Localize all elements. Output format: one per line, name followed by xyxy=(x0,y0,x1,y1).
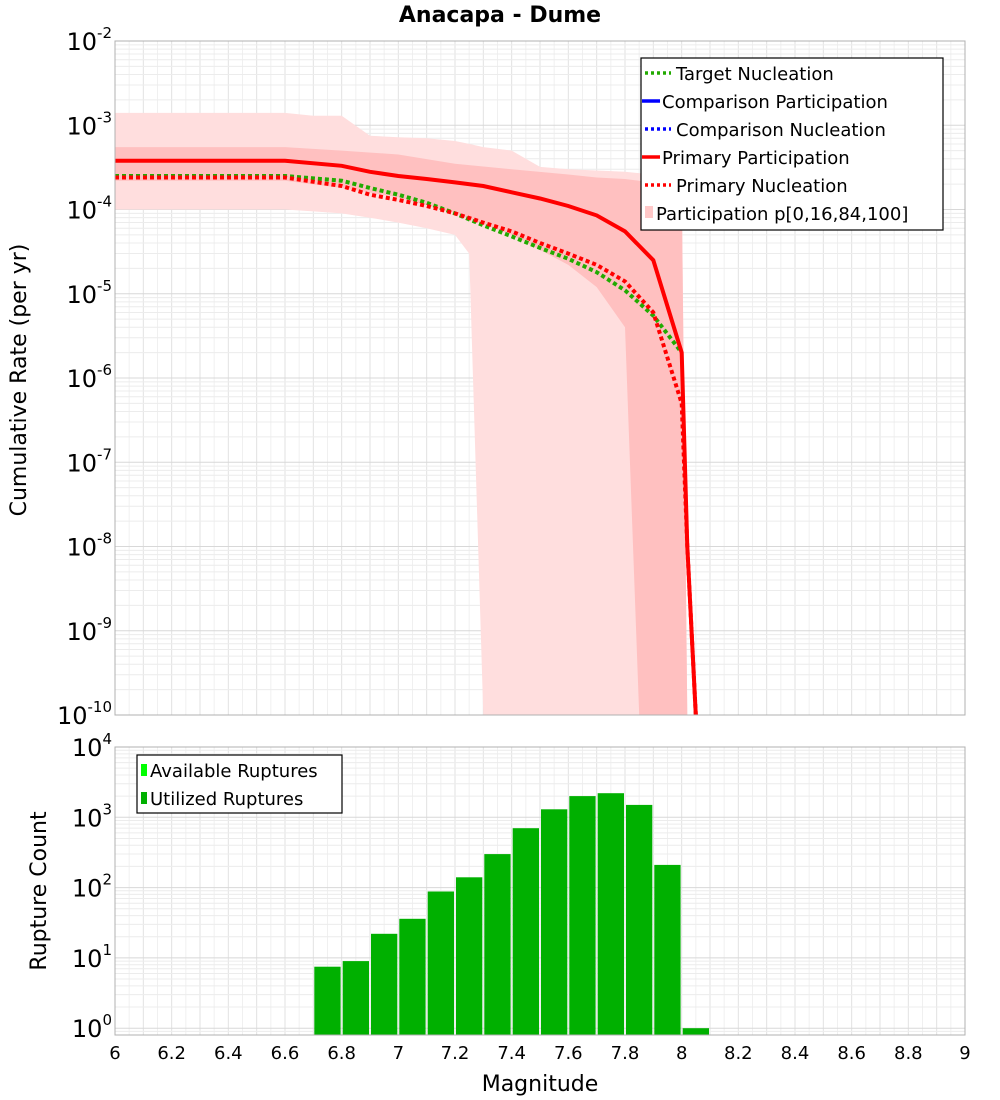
rupture-bar xyxy=(654,864,681,1035)
rate-y-tick-label: 10-3 xyxy=(66,108,112,140)
legend-label-comparison-participation: Comparison Participation xyxy=(662,92,888,113)
legend-label-utilized-ruptures: Utilized Ruptures xyxy=(150,789,303,810)
x-tick-label: 8.8 xyxy=(894,1043,923,1064)
rupture-bar xyxy=(512,828,539,1035)
x-tick-label: 8.6 xyxy=(837,1043,866,1064)
rate-y-tick-label: 10-9 xyxy=(66,614,112,646)
rate-y-tick-label: 10-10 xyxy=(57,698,112,730)
rupture-bar xyxy=(342,961,369,1035)
rupture-bar xyxy=(484,854,511,1035)
rupture-plot: 100 101 102 103 104 6 6.2 6.4 6.6 6.8 7 7.2 7.4 7.6 7… xyxy=(27,730,971,1097)
chart-title: Anacapa - Dume xyxy=(399,3,601,28)
rupture-legend-box xyxy=(136,754,343,814)
rupture-bar xyxy=(541,809,568,1035)
band-p0-p100 xyxy=(115,112,688,715)
rupture-y-tick-label: 102 xyxy=(72,871,112,903)
legend-label-available-ruptures: Available Ruptures xyxy=(150,761,318,782)
rupture-bar xyxy=(597,793,624,1035)
series-primary-nucleation xyxy=(115,175,698,715)
rate-y-tick-label: 10-8 xyxy=(66,530,112,562)
rupture-bar xyxy=(456,877,483,1035)
legend-entry-target-nucleation: Target Nucleation xyxy=(645,64,834,85)
x-tick-label: 7.8 xyxy=(611,1043,640,1064)
rate-legend: Target Nucleation Comparison Participati… xyxy=(640,57,944,231)
x-tick-label: 6.8 xyxy=(327,1043,356,1064)
legend-entry-primary-participation: Primary Participation xyxy=(642,148,850,169)
rupture-bar xyxy=(626,804,653,1035)
series-target-nucleation xyxy=(115,174,684,354)
series-primary-participation xyxy=(115,158,698,715)
legend-swatch-participation-band xyxy=(645,206,653,218)
x-tick-label: 6 xyxy=(109,1043,120,1064)
magnitude-x-ticks: 6 6.2 6.4 6.6 6.8 7 7.2 7.4 7.6 7.8 8 8.2 8.4 8.6 8.8 9 xyxy=(109,1043,970,1064)
rupture-legend: Available Ruptures Utilized Ruptures xyxy=(136,754,343,814)
rupture-bars xyxy=(314,793,709,1035)
rupture-bar xyxy=(371,933,398,1035)
rate-y-tick-label: 10-7 xyxy=(66,445,112,477)
rupture-y-axis-label: Rupture Count xyxy=(27,811,52,971)
x-tick-label: 7.2 xyxy=(441,1043,470,1064)
x-tick-label: 6.4 xyxy=(214,1043,243,1064)
x-tick-label: 7 xyxy=(393,1043,404,1064)
rupture-bar xyxy=(314,966,341,1035)
x-tick-label: 8.2 xyxy=(724,1043,753,1064)
rate-plot-series xyxy=(115,158,698,715)
rupture-bar xyxy=(427,891,454,1035)
legend-entry-comparison-participation: Comparison Participation xyxy=(642,92,888,113)
x-tick-label: 6.6 xyxy=(271,1043,300,1064)
rate-plot-bands xyxy=(115,112,688,716)
rate-y-axis-label: Cumulative Rate (per yr) xyxy=(7,244,32,517)
rate-y-tick-label: 10-2 xyxy=(66,24,112,56)
legend-swatch-available-ruptures xyxy=(141,764,147,776)
rupture-bar xyxy=(399,918,426,1035)
rate-plot: 10-10 10-9 10-8 10-7 10-6 10-5 10-4 10-3 10-2 Cu… xyxy=(7,24,966,730)
legend-label-primary-participation: Primary Participation xyxy=(662,148,850,169)
band-p16-p84 xyxy=(115,147,688,716)
legend-label-participation-band: Participation p[0,16,84,100] xyxy=(656,204,908,225)
x-tick-label: 8.4 xyxy=(781,1043,810,1064)
legend-label-comparison-nucleation: Comparison Nucleation xyxy=(676,120,886,141)
rate-y-tick-label: 10-6 xyxy=(66,361,112,393)
rupture-y-tick-label: 103 xyxy=(72,800,112,832)
rupture-y-tick-label: 104 xyxy=(72,730,112,762)
rupture-y-ticks: 100 101 102 103 104 xyxy=(72,730,112,1043)
rate-y-tick-label: 10-4 xyxy=(66,193,112,225)
legend-entry-participation-band: Participation p[0,16,84,100] xyxy=(645,204,908,225)
rate-y-tick-label: 10-5 xyxy=(66,277,112,309)
rupture-plot-frame xyxy=(114,746,966,1036)
rate-plot-frame xyxy=(114,40,966,716)
rate-y-ticks: 10-10 10-9 10-8 10-7 10-6 10-5 10-4 10-3 10-2 xyxy=(57,24,112,730)
rupture-bar xyxy=(569,796,596,1035)
rupture-bar xyxy=(682,1028,709,1035)
x-tick-label: 8 xyxy=(676,1043,687,1064)
legend-entry-available-ruptures: Available Ruptures xyxy=(141,761,318,782)
legend-swatch-utilized-ruptures xyxy=(141,792,147,804)
rupture-y-tick-label: 100 xyxy=(72,1011,112,1043)
magnitude-x-axis-label: Magnitude xyxy=(482,1072,599,1097)
x-tick-label: 6.2 xyxy=(157,1043,186,1064)
legend-entry-primary-nucleation: Primary Nucleation xyxy=(645,176,848,197)
legend-label-target-nucleation: Target Nucleation xyxy=(675,64,834,85)
x-tick-label: 9 xyxy=(959,1043,970,1064)
legend-label-primary-nucleation: Primary Nucleation xyxy=(676,176,848,197)
rate-legend-box xyxy=(640,57,944,231)
legend-entry-utilized-ruptures: Utilized Ruptures xyxy=(141,789,303,810)
x-tick-label: 7.4 xyxy=(497,1043,526,1064)
rupture-y-tick-label: 101 xyxy=(72,941,112,973)
x-tick-label: 7.6 xyxy=(554,1043,583,1064)
legend-entry-comparison-nucleation: Comparison Nucleation xyxy=(645,120,886,141)
